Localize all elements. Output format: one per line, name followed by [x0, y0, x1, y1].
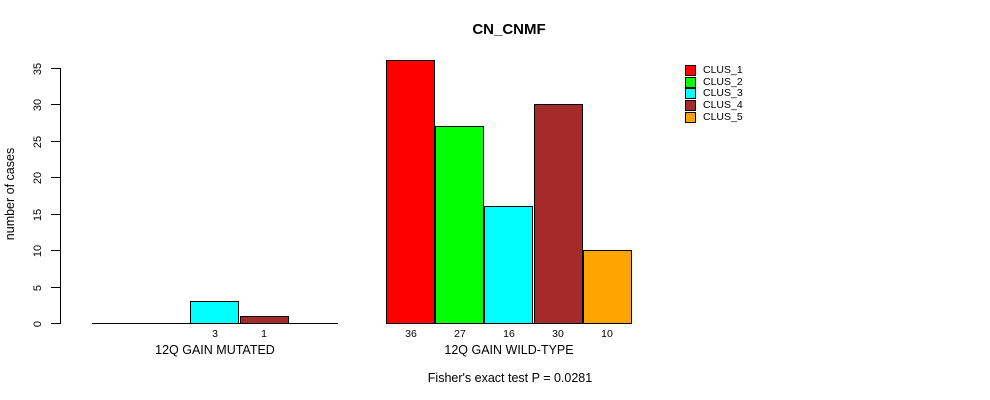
y-tick-mark: [51, 250, 60, 251]
y-tick-label: 20: [32, 171, 44, 184]
legend-label: CLUS_4: [703, 99, 743, 111]
y-tick-mark: [51, 177, 60, 178]
bar-clus_5: [583, 250, 632, 324]
legend-swatch-clus_5: [685, 112, 696, 123]
y-tick-label: 10: [32, 244, 44, 257]
x-group-label: 12Q GAIN MUTATED: [155, 343, 275, 357]
y-tick-label: 35: [32, 62, 44, 75]
bar-value-label: 3: [212, 328, 218, 340]
bar-clus_3: [190, 301, 239, 324]
legend-label: CLUS_1: [703, 64, 743, 76]
bar-clus_4: [534, 104, 583, 324]
y-tick-mark: [51, 68, 60, 69]
legend-swatch-clus_4: [685, 100, 696, 111]
bar-value-label: 10: [601, 328, 613, 340]
y-tick-mark: [51, 214, 60, 215]
y-tick-label: 15: [32, 208, 44, 221]
y-tick-mark: [51, 323, 60, 324]
y-tick-mark: [51, 141, 60, 142]
chart-title: CN_CNMF: [472, 21, 546, 38]
bar-clus_1: [386, 60, 435, 324]
y-tick-mark: [51, 287, 60, 288]
legend-label: CLUS_5: [703, 111, 743, 123]
y-tick-label: 0: [32, 320, 44, 327]
y-tick-label: 25: [32, 135, 44, 148]
annotation-text: Fisher's exact test P = 0.0281: [427, 371, 593, 385]
legend-label: CLUS_3: [703, 87, 743, 99]
y-tick-label: 5: [32, 284, 44, 291]
legend-label: CLUS_2: [703, 76, 743, 88]
legend-swatch-clus_3: [685, 88, 696, 99]
legend-swatch-clus_1: [685, 65, 696, 76]
x-group-label: 12Q GAIN WILD-TYPE: [444, 343, 574, 357]
y-tick-label: 30: [32, 98, 44, 111]
bar-value-label: 30: [552, 328, 564, 340]
bar-value-label: 1: [261, 328, 267, 340]
legend-swatch-clus_2: [685, 77, 696, 88]
bar-value-label: 36: [405, 328, 417, 340]
y-axis-title: number of cases: [3, 147, 17, 241]
bar-value-label: 16: [503, 328, 515, 340]
y-tick-mark: [51, 104, 60, 105]
y-axis-line: [60, 68, 61, 324]
bar-clus_2: [435, 126, 484, 324]
bar-clus_4: [240, 316, 289, 324]
bar-clus_3: [484, 206, 533, 324]
bar-value-label: 27: [454, 328, 466, 340]
